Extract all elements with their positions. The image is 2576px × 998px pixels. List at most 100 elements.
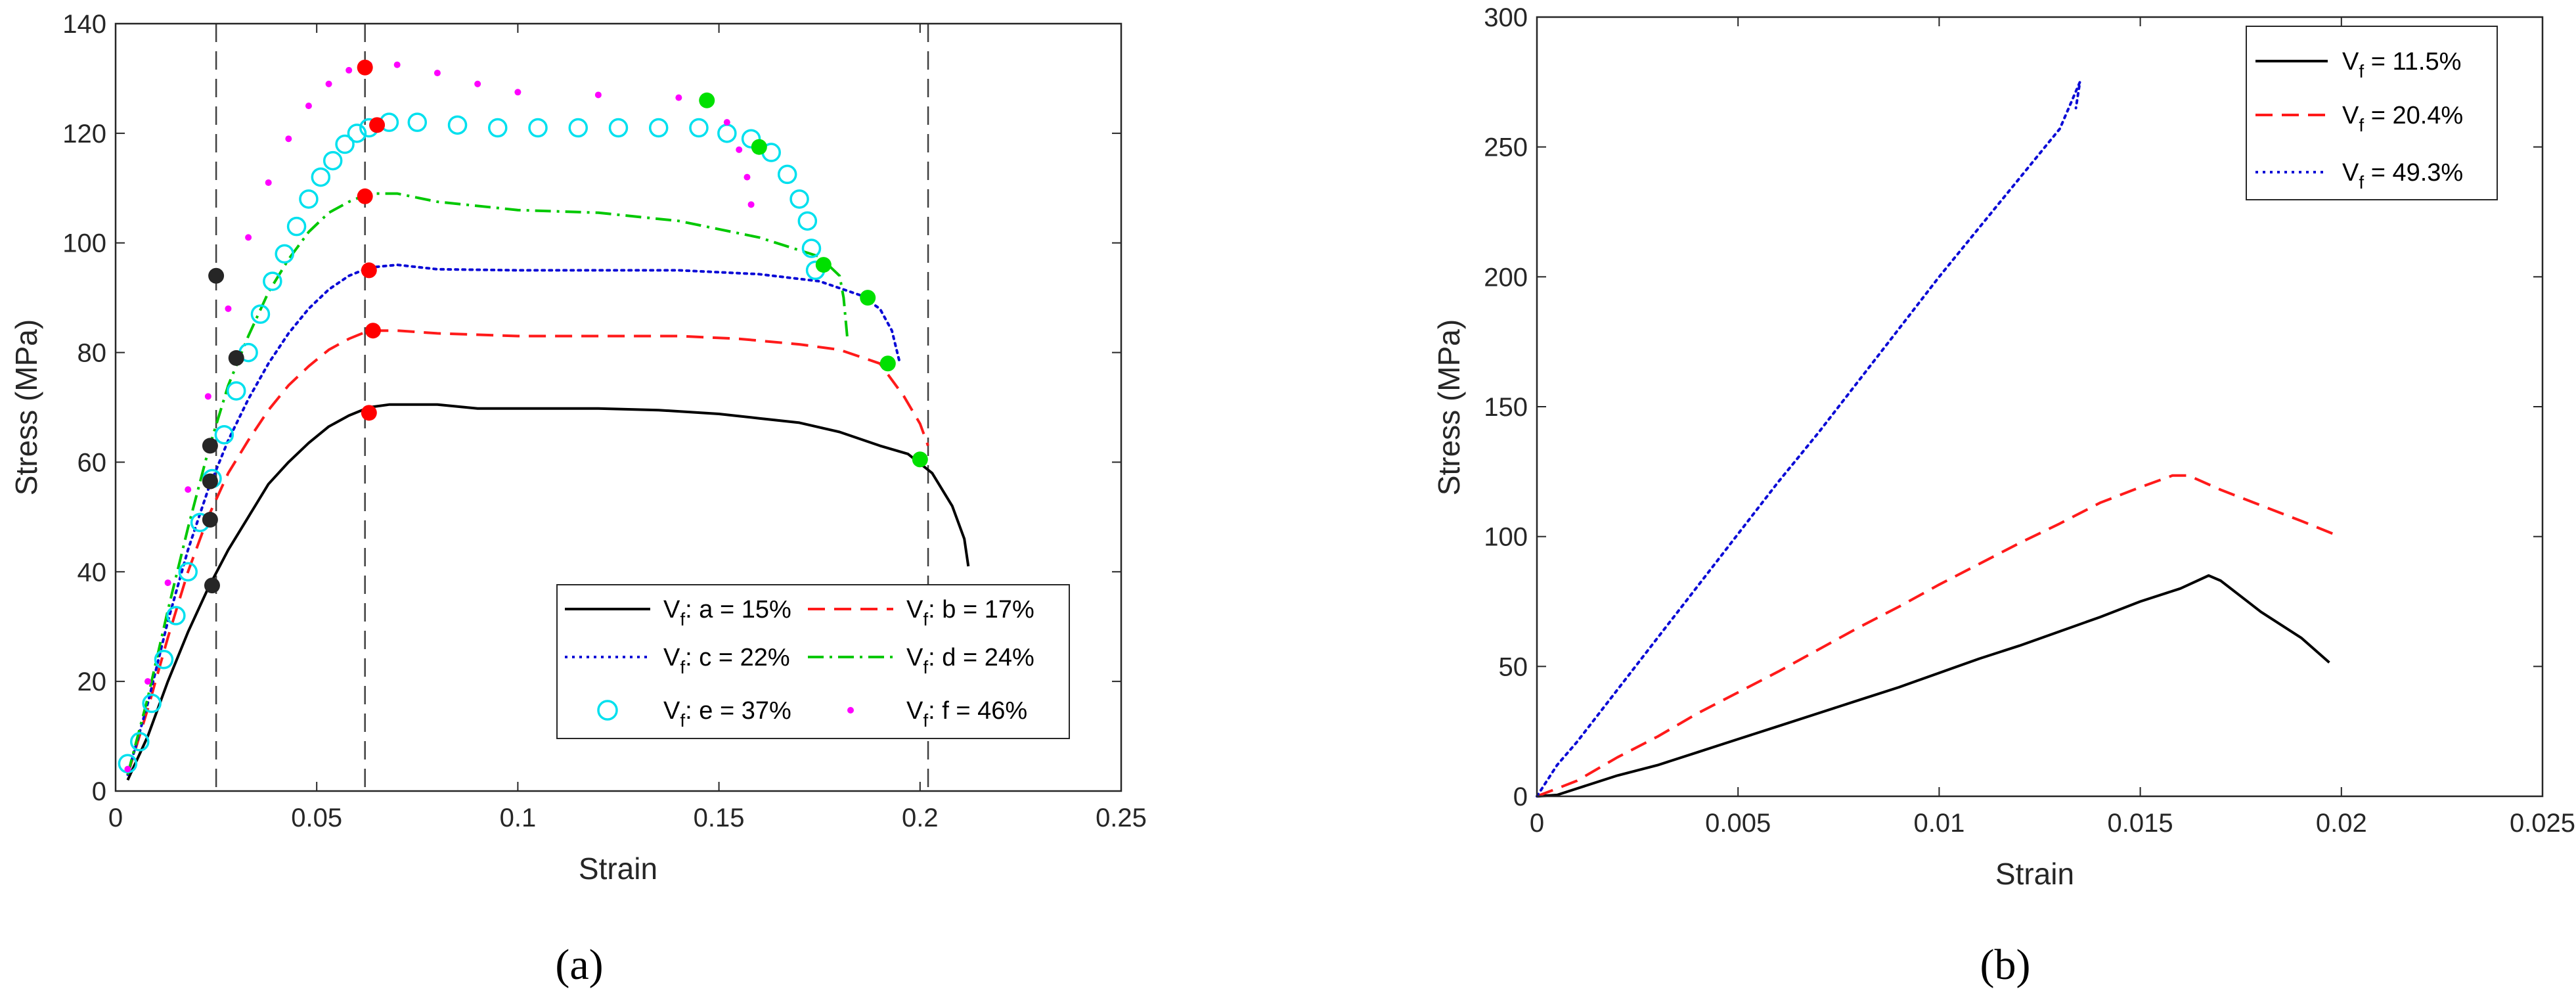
legend-label-v: V (2342, 102, 2359, 129)
series-e-point (648, 118, 669, 138)
series-20.4%-line (1536, 474, 2334, 798)
y-tick-label: 200 (1484, 263, 1528, 292)
legend-label-11.5%: Vf = 11.5% (2342, 48, 2461, 81)
series-f-point (744, 173, 751, 181)
marker-green (860, 290, 876, 306)
legend-swatch-e (597, 700, 618, 721)
series-e-point (777, 164, 797, 185)
series-e-point (528, 118, 548, 138)
marker-black (204, 578, 220, 594)
legend-label-text: = 11.5% (2364, 48, 2461, 76)
y-tick-label: 0 (1513, 783, 1528, 811)
marker-red (361, 405, 377, 421)
panel-label-b: (b) (1980, 941, 2031, 989)
y-tick-label: 150 (1484, 393, 1528, 422)
chart-b-x-label: Strain (1995, 857, 2074, 891)
series-f-point (265, 179, 272, 186)
legend-label-sub: f (680, 609, 685, 629)
y-tick-label: 250 (1484, 133, 1528, 162)
series-e-point (214, 424, 234, 445)
series-f-point (723, 119, 730, 126)
series-e-point (322, 150, 343, 171)
legend-label-sub: f (2359, 172, 2364, 193)
y-tick-label: 40 (78, 558, 107, 587)
series-e-point (347, 124, 367, 143)
x-tick-label: 0 (108, 804, 123, 832)
series-f-point (433, 70, 441, 77)
legend-label-v: V (906, 644, 923, 671)
chart-b-y-ticks: 0 50 100 150 200 250 300 (1484, 3, 2543, 811)
series-f-point (514, 89, 522, 96)
series-e-point (568, 118, 588, 138)
chart-a-axes-box (114, 22, 1122, 792)
series-f-point (736, 146, 743, 153)
series-e-point (488, 118, 508, 138)
series-f-point (305, 102, 312, 110)
marker-black (228, 350, 244, 366)
y-tick-label: 60 (78, 448, 107, 477)
chart-b-legend-box (2246, 26, 2498, 200)
series-11.5%-line (1536, 574, 2330, 798)
series-e-point (335, 134, 355, 154)
y-tick-label: 300 (1484, 3, 1528, 32)
legend-label-text: = 49.3% (2364, 159, 2463, 187)
x-tick-label: 0 (1530, 809, 1544, 838)
series-f-point (185, 486, 192, 493)
series-e-point (129, 732, 150, 752)
marker-black (202, 512, 218, 528)
legend-label-a: Vf: a = 15% (663, 596, 791, 629)
x-tick-label: 0.2 (902, 804, 939, 832)
series-f-point (345, 66, 353, 74)
series-e-point (250, 304, 271, 324)
panel-label-a: (a) (555, 941, 603, 989)
y-tick-label: 100 (62, 229, 106, 258)
marker-black (202, 473, 218, 489)
x-tick-label: 0.02 (2316, 809, 2367, 838)
y-tick-label: 100 (1484, 523, 1528, 552)
series-e-point (299, 189, 319, 209)
legend-label-v: V (906, 697, 923, 725)
chart-a-y-ticks: 0 20 40 60 80 100 120 140 (62, 10, 1121, 806)
chart-b-series (1536, 80, 2334, 798)
series-f-point (225, 305, 232, 312)
legend-label-c: Vf: c = 22% (663, 644, 790, 677)
series-f-point (204, 393, 211, 400)
chart-b-legend: Vf = 11.5%Vf = 20.4%Vf = 49.3% (2246, 26, 2498, 200)
legend-label-b: Vf: b = 17% (906, 596, 1034, 629)
x-tick-label: 0.25 (1096, 804, 1147, 832)
legend-label-f: Vf: f = 46% (906, 697, 1027, 731)
legend-swatch-f (847, 707, 854, 714)
marker-red (357, 188, 373, 204)
series-f (124, 61, 755, 773)
marker-green (699, 92, 715, 108)
series-49.3%-line (1536, 80, 2081, 798)
marker-red (357, 59, 373, 76)
legend-label-text: : d = 24% (928, 644, 1034, 671)
marker-green (815, 257, 832, 273)
x-tick-label: 0.025 (2510, 809, 2575, 838)
series-e-point (801, 238, 822, 258)
chart-a-x-ticks: 0 0.05 0.1 0.15 0.2 0.25 (108, 24, 1147, 832)
legend-swatch-mark (847, 707, 854, 714)
series-e-point (608, 118, 629, 138)
series-e-point (407, 112, 428, 132)
legend-label-v: V (2342, 159, 2359, 187)
legend-label-sub: f (2359, 61, 2364, 81)
legend-label-v: V (906, 596, 923, 624)
legend-label-49.3%: Vf = 49.3% (2342, 159, 2463, 193)
chart-a-markers (202, 59, 928, 594)
marker-green (879, 355, 896, 372)
marker-black (208, 267, 225, 284)
y-tick-label: 140 (62, 10, 106, 39)
x-tick-label: 0.1 (500, 804, 537, 832)
legend-label-sub: f (2359, 115, 2364, 135)
marker-black (202, 438, 218, 454)
series-f-point (675, 94, 682, 101)
series-f-point (285, 135, 292, 143)
x-tick-label: 0.05 (291, 804, 342, 832)
marker-red (361, 262, 377, 279)
legend-label-sub: f (923, 657, 928, 677)
chart-a-legend: Vf: a = 15% Vf: b = 17%Vf: c = 22% Vf: d =… (556, 584, 1070, 739)
x-tick-label: 0.15 (694, 804, 745, 832)
